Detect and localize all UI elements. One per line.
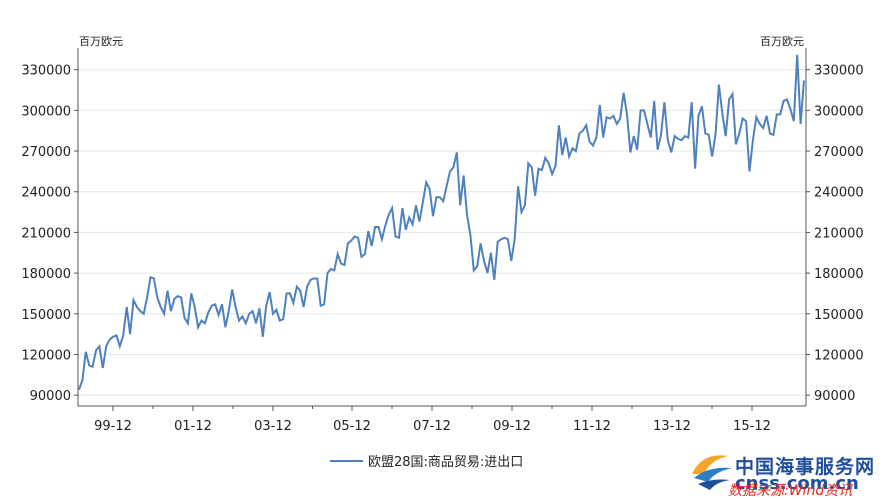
watermark-site-name: 中国海事服务网 [735,456,876,478]
y-tick-label-left: 120000 [21,348,71,363]
x-tick-label: 13-12 [653,419,691,434]
y-tick-label-right: 120000 [814,348,864,363]
x-tick-label: 09-12 [493,419,531,434]
y-unit-right: 百万欧元 [760,35,804,48]
watermark-source: 数据来源:Wind资讯 [728,483,853,499]
x-tick-label: 05-12 [333,419,371,434]
y-tick-label-left: 330000 [21,64,71,79]
series-line-eu28-trade [78,54,805,391]
y-tick-label-left: 150000 [21,308,71,323]
y-axis-left: 90000 120000 150000 180000 210000 240000 27000… [21,48,79,406]
y-tick-label-left: 90000 [30,389,71,404]
x-tick-label: 01-12 [174,419,212,434]
y-tick-label-left: 210000 [21,226,71,241]
y-tick-label-right: 330000 [814,64,864,79]
watermark-site-url: cnss.com.cn [735,473,859,494]
y-unit-left: 百万欧元 [79,35,123,48]
y-tick-label-right: 300000 [814,104,864,119]
x-tick-label: 07-12 [413,419,451,434]
y-tick-label-right: 90000 [814,389,855,404]
legend-label: 欧盟28国:商品贸易:进出口 [368,455,523,470]
y-tick-label-left: 270000 [21,145,71,160]
legend: 欧盟28国:商品贸易:进出口 [330,455,523,470]
y-tick-label-left: 240000 [21,186,71,201]
y-tick-label-right: 180000 [814,267,864,282]
y-tick-label-right: 270000 [814,145,864,160]
x-tick-label: 15-12 [733,419,771,434]
y-tick-label-right: 210000 [814,226,864,241]
cnss-logo-icon [692,455,732,490]
x-tick-label: 11-12 [573,419,611,434]
y-tick-label-right: 150000 [814,308,864,323]
y-tick-label-left: 180000 [21,267,71,282]
x-tick-label: 03-12 [254,419,292,434]
x-axis: 99-12 01-12 03-12 05-12 07-12 09-12 11-12 13-12… [78,405,806,434]
y-tick-label-right: 240000 [814,186,864,201]
y-tick-label-left: 300000 [21,104,71,119]
grid-lines [78,69,806,396]
y-axis-right: 90000 120000 150000 180000 210000 240000 27000… [805,48,864,406]
x-tick-label: 99-12 [94,419,132,434]
